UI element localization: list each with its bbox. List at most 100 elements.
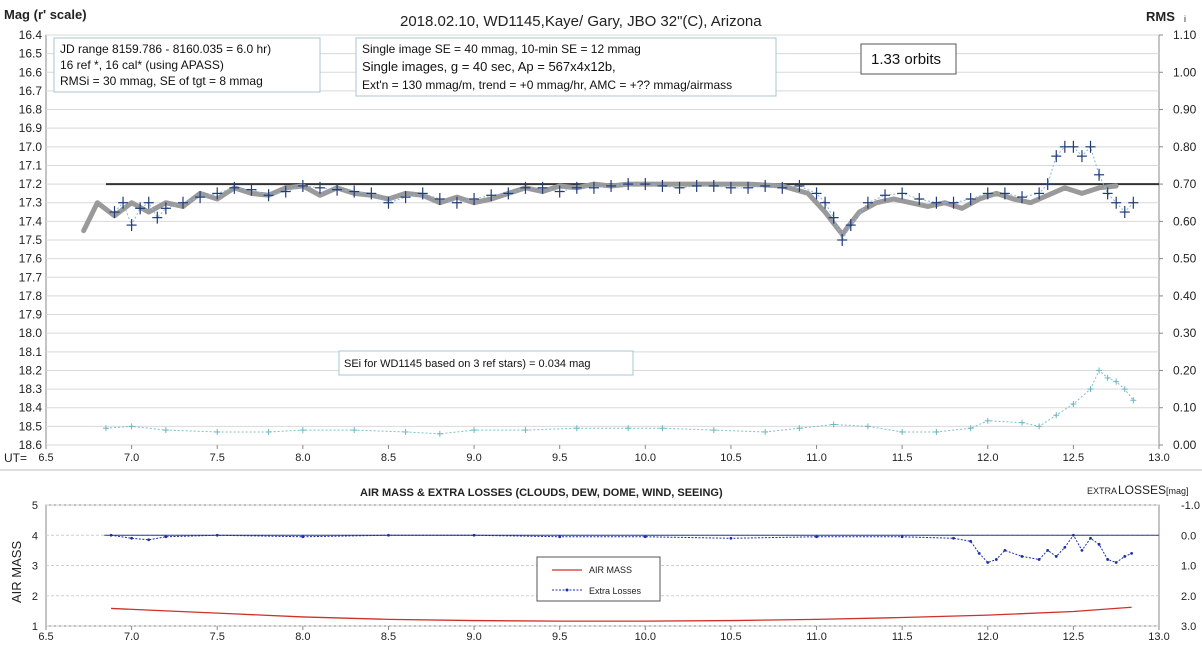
rms-point [762,428,769,435]
rms-point [1113,378,1120,385]
rms-point [436,430,443,437]
target-point [229,181,240,194]
target-point [725,181,736,194]
info-extinction: Ext'n = 130 mmag/m, trend = +0 mmag/hr, … [362,78,732,92]
target-point [571,181,582,194]
target-point [332,183,343,196]
target-point [417,187,428,200]
rms-point [899,428,906,435]
top-y-tick-label: 18.0 [19,326,43,340]
rms-point [265,428,272,435]
top-y-tick-label: 16.5 [19,47,43,61]
extra-losses-point [952,536,955,540]
extra-losses-point [643,535,647,539]
info-box-orbits: 1.33 orbits [860,43,957,75]
target-point [820,196,831,209]
top-y2-tick-label: 0.80 [1173,140,1197,154]
target-point [1076,150,1087,163]
target-point [195,191,206,204]
chart-title: 2018.02.10, WD1145,Kaye/ Gary, JBO 32"(C… [400,13,762,30]
target-point [760,179,771,192]
target-point [400,191,411,204]
rms-point [1087,386,1094,393]
top-y-tick-label: 17.1 [19,158,43,172]
top-y-tick-label: 18.2 [19,363,43,377]
bottom-y2-tick-label: 0.0 [1181,530,1196,542]
extra-losses-point [387,533,390,537]
top-y2-tick-label: 0.30 [1173,326,1197,340]
extra-losses-markers [109,533,1134,564]
bottom-y2-ticks: -1.0 0.0 1.0 2.0 3.0 [1181,500,1200,633]
target-point [135,202,146,215]
bottom-y2-tick-label: 3.0 [1181,621,1196,633]
target-point [1128,196,1139,209]
rms-point [128,423,135,430]
bottom-y2-label-a: EXTRA [1087,486,1117,496]
info-single-se: Single image SE = 40 mmag, 10-min SE = 1… [362,42,641,56]
bottom-y2-tick-label: 1.0 [1181,561,1196,573]
bottom-y-tick-label: 3 [32,561,38,573]
rms-point [471,427,478,434]
target-point [263,189,274,202]
rms-connector-line [105,369,1134,435]
target-markers [109,140,1139,246]
top-x-tick-label: 10.5 [720,452,741,464]
rms-point [830,421,837,428]
extra-losses-point [969,539,973,543]
target-point [588,181,599,194]
top-y-tick-label: 18.1 [19,345,43,359]
top-y-tick-label: 16.9 [19,121,43,135]
top-x-tick-label: 8.0 [295,452,310,464]
top-y-tick-label: 16.7 [19,84,43,98]
extra-losses-point [1071,533,1075,537]
target-point [1068,140,1079,153]
top-y-tick-label: 17.4 [19,214,43,228]
top-y-tick-label: 18.6 [19,438,43,452]
top-y-tick-label: 18.4 [19,401,43,415]
target-point [999,187,1010,200]
target-point [486,189,497,202]
extra-losses-point [558,535,562,539]
target-point [880,189,891,202]
bottom-y2-tick-label: 2.0 [1181,591,1196,603]
top-x-tick-label: 6.5 [38,452,53,464]
rms-point [402,428,409,435]
target-point [640,178,651,191]
bottom-x-tick-label: 9.0 [466,631,481,643]
target-point [982,187,993,200]
info-box-images: Single image SE = 40 mmag, 10-min SE = 1… [355,37,777,97]
extra-losses-point [1089,536,1092,540]
rms-point [351,427,358,434]
bottom-x-tick-label: 13.0 [1148,631,1169,643]
y2-axis-label: RMS [1146,9,1175,24]
bottom-y-tick-label: 1 [32,621,38,633]
top-y-tick-label: 18.5 [19,419,43,433]
target-point [177,196,188,209]
extra-losses-point [1123,555,1127,558]
info-single-images: Single images, g = 40 sec, Ap = 567x4x12… [362,59,616,74]
info-ref-stars: 16 ref *, 16 cal* (using APASS) [60,58,224,72]
rms-point [214,428,221,435]
target-point [520,181,531,194]
extra-losses-point [1037,558,1041,561]
bottom-x-tick-label: 10.5 [720,631,741,643]
target-point [777,181,788,194]
rms-point [1121,386,1128,393]
target-point [837,234,848,246]
bottom-chart: 5 4 3 2 1 -1.0 0.0 1.0 2.0 3.0 6.5 7.0 7.5 8.0 8.5 9.… [9,483,1200,643]
top-y2-tick-label: 0.60 [1173,214,1197,228]
target-point [118,196,129,209]
extra-losses-point [1080,548,1084,552]
legend-losses-label: Extra Losses [589,586,642,596]
bottom-x-tick-label: 6.5 [38,631,53,643]
top-x-tick-label: 12.0 [977,452,998,464]
top-y-tick-label: 17.9 [19,308,43,322]
top-y-tick-label: 17.0 [19,140,43,154]
bottom-x-tick-label: 10.0 [635,631,656,643]
extra-losses-line [110,534,1132,564]
top-x-tick-label: 11.5 [892,452,913,464]
bottom-y-ticks: 5 4 3 2 1 [32,500,38,633]
target-point [948,196,959,209]
target-point [1034,187,1045,200]
top-x-tick-label: 7.0 [124,452,139,464]
